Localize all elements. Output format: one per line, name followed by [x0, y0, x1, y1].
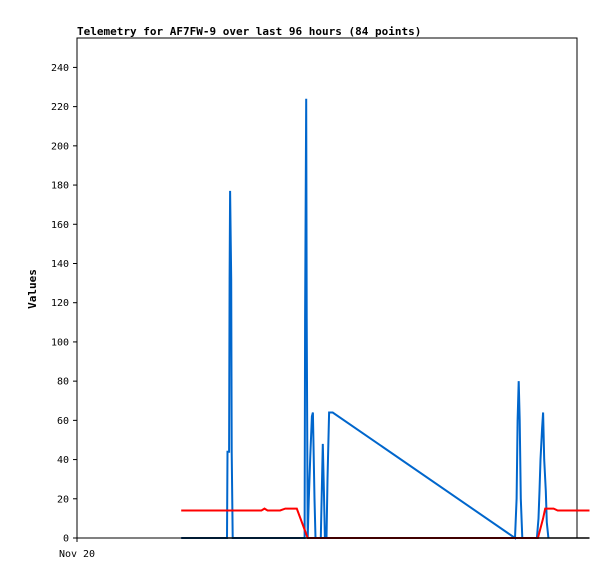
series-line-1 — [181, 98, 550, 540]
y-tick-label: 240 — [51, 63, 69, 74]
plot-area — [76, 37, 578, 539]
y-tick-label: 160 — [51, 220, 69, 231]
chart-title: Telemetry for AF7FW-9 over last 96 hours… — [77, 25, 421, 38]
y-tick-label: 60 — [57, 416, 69, 427]
y-tick-label: 20 — [57, 494, 69, 505]
series-line-2 — [181, 507, 590, 539]
y-tick-label: 200 — [51, 141, 69, 152]
series-layer — [181, 98, 590, 540]
y-tick-label: 220 — [51, 102, 69, 113]
y-tick-label: 120 — [51, 298, 69, 309]
y-axis: 0 20 40 60 80 100 120 140 160 180 200 220 240 — [51, 63, 77, 545]
y-tick-label: 0 — [63, 534, 69, 545]
x-tick-label: Nov 20 — [59, 549, 95, 560]
y-tick-label: 100 — [51, 337, 69, 348]
y-tick-label: 80 — [57, 377, 69, 388]
y-axis-label: Values — [26, 269, 39, 309]
y-tick-label: 180 — [51, 181, 69, 192]
x-axis: Nov 20 — [59, 538, 95, 560]
y-tick-label: 40 — [57, 455, 69, 466]
y-tick-label: 140 — [51, 259, 69, 270]
